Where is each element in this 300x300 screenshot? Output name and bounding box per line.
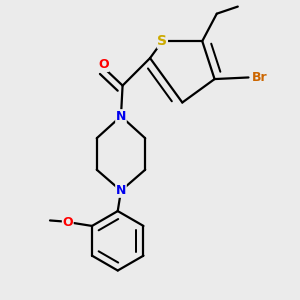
Text: S: S: [158, 34, 167, 48]
Text: O: O: [98, 58, 109, 71]
Text: O: O: [62, 216, 73, 229]
Text: N: N: [116, 184, 126, 197]
Text: Br: Br: [252, 71, 268, 84]
Text: N: N: [116, 110, 126, 123]
